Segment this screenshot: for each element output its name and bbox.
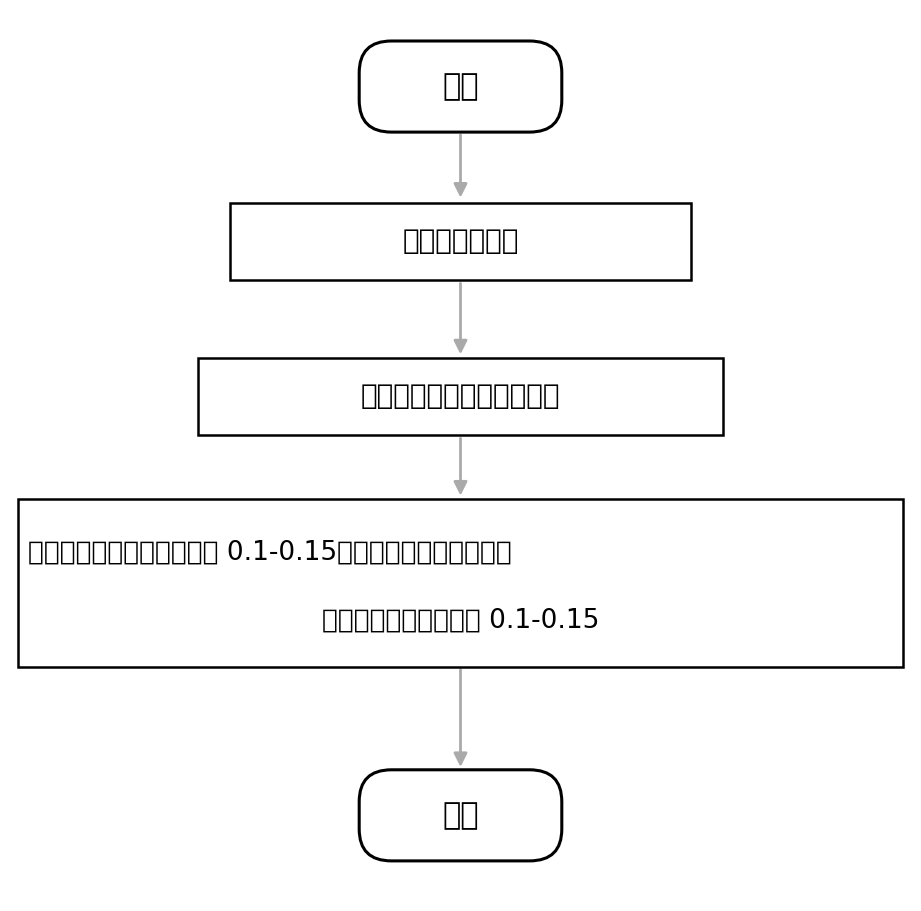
FancyBboxPatch shape: [198, 358, 723, 435]
Text: 增大驱动力使滑移率在 0.1-0.15: 增大驱动力使滑移率在 0.1-0.15: [321, 607, 600, 633]
Text: 开始: 开始: [442, 72, 479, 101]
Text: 记录下此时车辆的转弯行驶: 记录下此时车辆的转弯行驶: [361, 383, 560, 410]
Text: 方向盘向左打死: 方向盘向左打死: [402, 228, 519, 255]
FancyBboxPatch shape: [230, 202, 691, 281]
FancyBboxPatch shape: [359, 41, 562, 132]
Text: 左后轮给制动力使滑移率在 0.1-0.15，左前轮随动，右侧两轮: 左后轮给制动力使滑移率在 0.1-0.15，左前轮随动，右侧两轮: [28, 539, 511, 566]
FancyBboxPatch shape: [18, 499, 903, 667]
FancyBboxPatch shape: [359, 770, 562, 861]
Text: 结束: 结束: [442, 801, 479, 830]
